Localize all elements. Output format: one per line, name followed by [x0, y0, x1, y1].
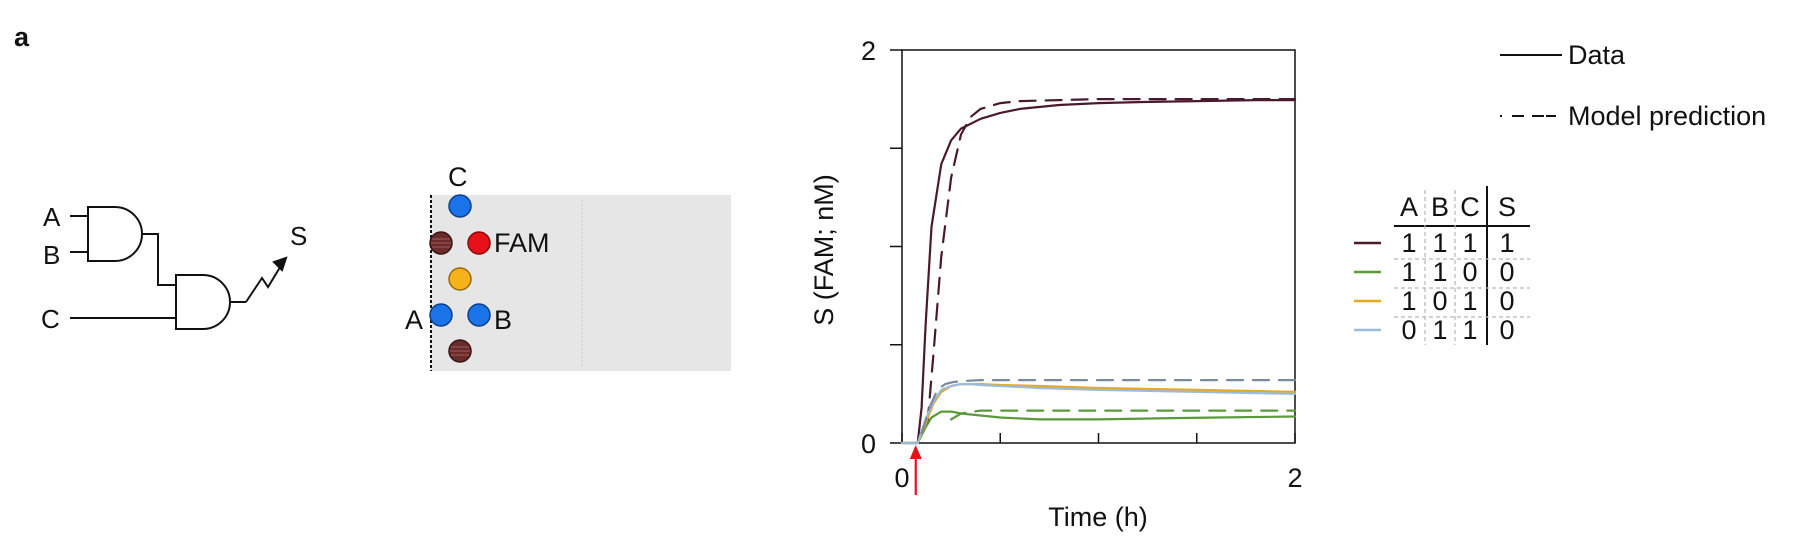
signal-arrowhead-icon	[272, 256, 288, 272]
table-cell: 1	[1499, 228, 1514, 258]
label-c: C	[448, 162, 468, 192]
and-gate-2	[175, 274, 231, 330]
table-cell: 1	[1462, 286, 1477, 316]
truth-table-header: A B C S	[1400, 192, 1516, 222]
y-ticks: 02	[861, 36, 902, 459]
quencher-bottom-stripes	[450, 346, 470, 356]
series-line-mlow	[920, 379, 1297, 435]
table-rows: 1 1 1 11 1 0 01 0 1 00 1 1 0	[1354, 228, 1515, 345]
and-gate-1	[87, 206, 143, 262]
start-arrow-icon	[909, 445, 922, 459]
series-line-m1100	[949, 409, 1297, 421]
table-cell: 0	[1499, 257, 1514, 287]
input-b-label: B	[43, 240, 60, 270]
signal-zigzag-icon	[245, 263, 283, 303]
output-s-label: S	[290, 221, 307, 251]
series-line-d0111	[900, 383, 1297, 445]
header-s: S	[1498, 192, 1516, 222]
wire-gate1-gate2	[142, 233, 176, 286]
table-cell: 0	[1401, 315, 1416, 345]
table-cell: 0	[1462, 257, 1477, 287]
table-cell: 1	[1401, 286, 1416, 316]
origami-surface	[431, 195, 731, 371]
input-a-label: A	[43, 202, 61, 232]
table-grid	[1394, 190, 1530, 345]
legend: Data Model prediction	[1500, 40, 1766, 131]
label-fam: FAM	[494, 228, 550, 258]
table-cell: 0	[1499, 286, 1514, 316]
input-b-strand	[467, 303, 491, 327]
header-c: C	[1460, 192, 1480, 222]
table-cell: 1	[1432, 257, 1447, 287]
x-tick-label: 0	[894, 463, 909, 493]
y-tick-label: 0	[861, 429, 876, 459]
legend-model-label: Model prediction	[1568, 101, 1766, 131]
label-b: B	[494, 305, 512, 335]
gate-strand	[448, 267, 472, 291]
y-axis-label: S (FAM; nM)	[809, 174, 839, 326]
table-cell: 1	[1401, 257, 1416, 287]
series-line-m1111	[926, 97, 1297, 425]
header-a: A	[1400, 192, 1418, 222]
truth-table: A B C S 1 1 1 11 1 0 01 0 1 00 1 1 0	[1354, 186, 1530, 345]
table-cell: 1	[1462, 228, 1477, 258]
x-axis-label: Time (h)	[1048, 502, 1148, 532]
legend-data-label: Data	[1568, 40, 1626, 70]
label-a: A	[405, 305, 423, 335]
plot-lines	[900, 97, 1297, 445]
quencher-top-stripes	[431, 238, 451, 248]
start-marker	[909, 445, 922, 495]
input-c-label: C	[41, 304, 60, 334]
x-tick-label: 2	[1287, 463, 1302, 493]
origami-schematic: C FAM A B	[405, 162, 731, 371]
series-line-d1100	[900, 410, 1297, 445]
and-gate-circuit: A B C S	[41, 202, 307, 334]
table-cell: 1	[1432, 315, 1447, 345]
table-cell: 0	[1499, 315, 1514, 345]
input-a-strand	[429, 303, 453, 327]
table-cell: 0	[1432, 286, 1447, 316]
y-tick-label: 2	[861, 36, 876, 66]
input-c-strand	[448, 194, 472, 218]
table-cell: 1	[1432, 228, 1447, 258]
series-line-d1111	[900, 98, 1297, 445]
table-cell: 1	[1462, 315, 1477, 345]
panel-label: a	[14, 22, 30, 52]
table-cell: 1	[1401, 228, 1416, 258]
reporter-fam	[467, 231, 491, 255]
header-b: B	[1431, 192, 1449, 222]
